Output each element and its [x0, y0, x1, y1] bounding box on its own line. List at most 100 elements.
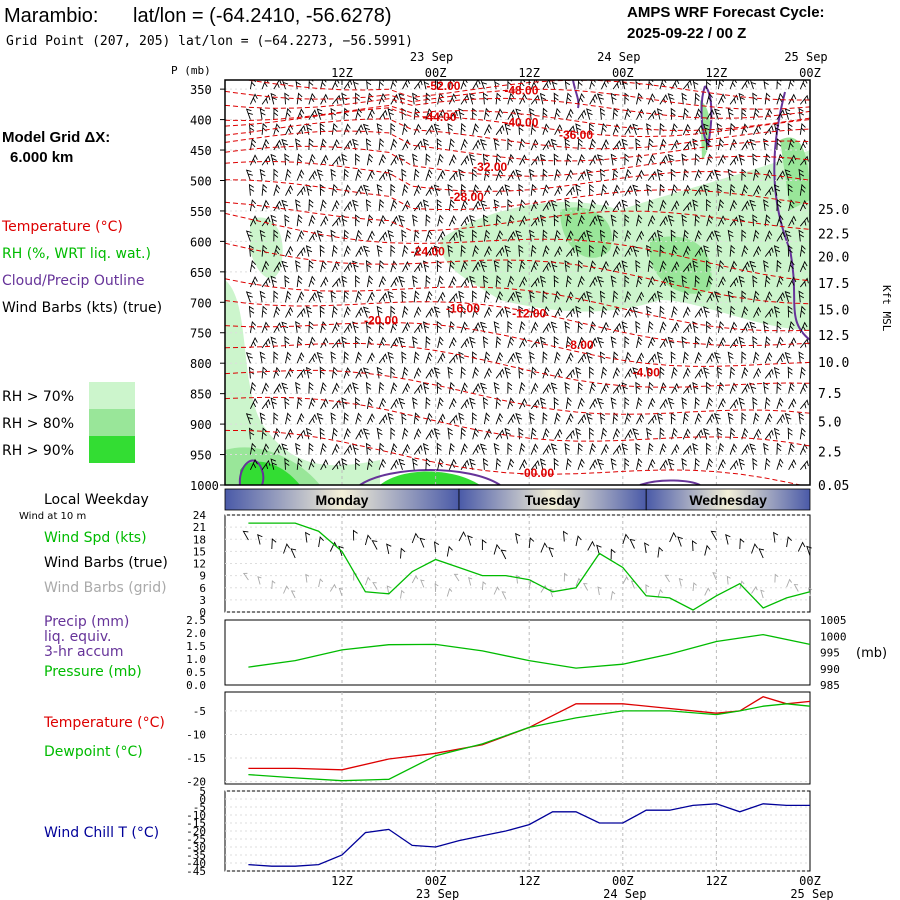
- wind-barb: [390, 80, 398, 90]
- wind-barb: [448, 414, 458, 425]
- wind-barb: [530, 338, 540, 349]
- wind-barb: [586, 290, 593, 303]
- wind-barb: [577, 442, 583, 455]
- wind-barb: [647, 154, 656, 166]
- legend-barbs: Wind Barbs (kts) (true): [2, 300, 162, 316]
- wind-barb: [437, 336, 444, 349]
- temperature-contour: [225, 321, 810, 367]
- wind-barb: [422, 80, 430, 90]
- wind-barb: [376, 305, 383, 318]
- wind-barb: [460, 244, 466, 257]
- wind-barb: [495, 230, 504, 242]
- wind-barb: [308, 231, 317, 242]
- wind-barb: [682, 245, 691, 257]
- wind-barb: [447, 427, 454, 440]
- wind-barb: [554, 229, 561, 242]
- wind-barb: [812, 109, 817, 120]
- wind-barb: [308, 199, 314, 211]
- wind-barb: [741, 383, 750, 394]
- small-wind-barb: [500, 549, 507, 560]
- wind-barb: [249, 397, 258, 410]
- wind-barb: [749, 199, 757, 212]
- wind-barb: [398, 215, 406, 227]
- wind-barb: [589, 215, 598, 227]
- wind-barb: [507, 413, 516, 425]
- small-wind-barb: [657, 546, 664, 558]
- rh80-swatch: [89, 409, 135, 436]
- wind-barb: [355, 336, 360, 348]
- wind-barb: [422, 443, 430, 455]
- wind-barb: [621, 443, 628, 455]
- wind-barb: [261, 382, 270, 394]
- wind-barb: [390, 459, 399, 471]
- wind-barb: [436, 199, 442, 211]
- wind-barb: [694, 351, 702, 364]
- wind-barb: [624, 246, 633, 257]
- wind-barb: [366, 153, 374, 166]
- wind-barb: [681, 214, 688, 227]
- wind-barb: [671, 123, 678, 135]
- temperature-contour-label: -48.00: [504, 83, 538, 97]
- wind-barb: [787, 427, 793, 440]
- wind-barb: [799, 260, 808, 273]
- wind-barb: [330, 412, 337, 425]
- wind-barb: [366, 291, 375, 303]
- wind-barb: [586, 230, 593, 242]
- wind-barb: [273, 245, 281, 257]
- wind-barb: [600, 443, 609, 455]
- pressure-tick-label: 600: [190, 235, 212, 249]
- wind-barb: [422, 321, 430, 333]
- wind-barb: [692, 138, 699, 151]
- wind-barb: [659, 260, 667, 272]
- wind-barb: [320, 442, 327, 455]
- wind-barb: [596, 336, 604, 349]
- wind-barb: [245, 169, 253, 181]
- wind-barb: [656, 229, 664, 242]
- wind-barb: [273, 366, 281, 379]
- panel-tick-label: 24: [193, 509, 207, 522]
- wind-barb: [296, 351, 305, 364]
- wind-barb: [706, 230, 715, 242]
- wind-barb: [798, 168, 805, 181]
- wind-barb: [542, 383, 551, 394]
- kft-tick-label: 22.5: [818, 227, 849, 242]
- small-wind-barb: [352, 529, 358, 541]
- wind-barb: [387, 290, 394, 303]
- wind-barb: [402, 427, 409, 440]
- wind-barb: [659, 443, 667, 455]
- wind-barb: [646, 427, 652, 440]
- wind-barb: [495, 457, 502, 470]
- wind-barb: [564, 138, 571, 151]
- wind-barb: [671, 322, 680, 333]
- wind-barb: [495, 246, 505, 257]
- wind-barb: [495, 108, 504, 120]
- panel-tick-label: -5: [193, 801, 206, 814]
- wind-barb: [261, 94, 271, 105]
- wind-barb: [390, 366, 396, 379]
- wind-barb: [402, 305, 409, 318]
- wind-barb: [776, 170, 785, 181]
- precip-pressure-panel: 0.00.51.01.52.02.5 985 990 995 1000 1005: [186, 614, 846, 692]
- wind-barb: [472, 184, 479, 196]
- kft-tick-label: 15.0: [818, 304, 849, 319]
- wind-barb: [259, 412, 266, 425]
- wind-barb: [248, 244, 255, 257]
- wind-barb: [610, 458, 617, 470]
- wind-barb: [784, 230, 792, 242]
- grid-wind-barb: [808, 587, 813, 597]
- wind-barb: [621, 382, 628, 394]
- wind-barb: [670, 351, 676, 364]
- wind-barb: [472, 383, 481, 394]
- wind-barb: [600, 305, 608, 318]
- wind-barb: [495, 351, 504, 364]
- grid-wind-barb: [271, 580, 276, 590]
- grid-wind-barb: [453, 573, 460, 582]
- wind-barb: [413, 245, 422, 257]
- wind-barb: [355, 396, 360, 409]
- wind-barb: [472, 229, 477, 242]
- wind-barb: [479, 443, 487, 455]
- wind-barb: [515, 291, 523, 303]
- wind-barb: [493, 381, 500, 394]
- wind-barb: [352, 382, 359, 394]
- wind-barb: [612, 290, 619, 303]
